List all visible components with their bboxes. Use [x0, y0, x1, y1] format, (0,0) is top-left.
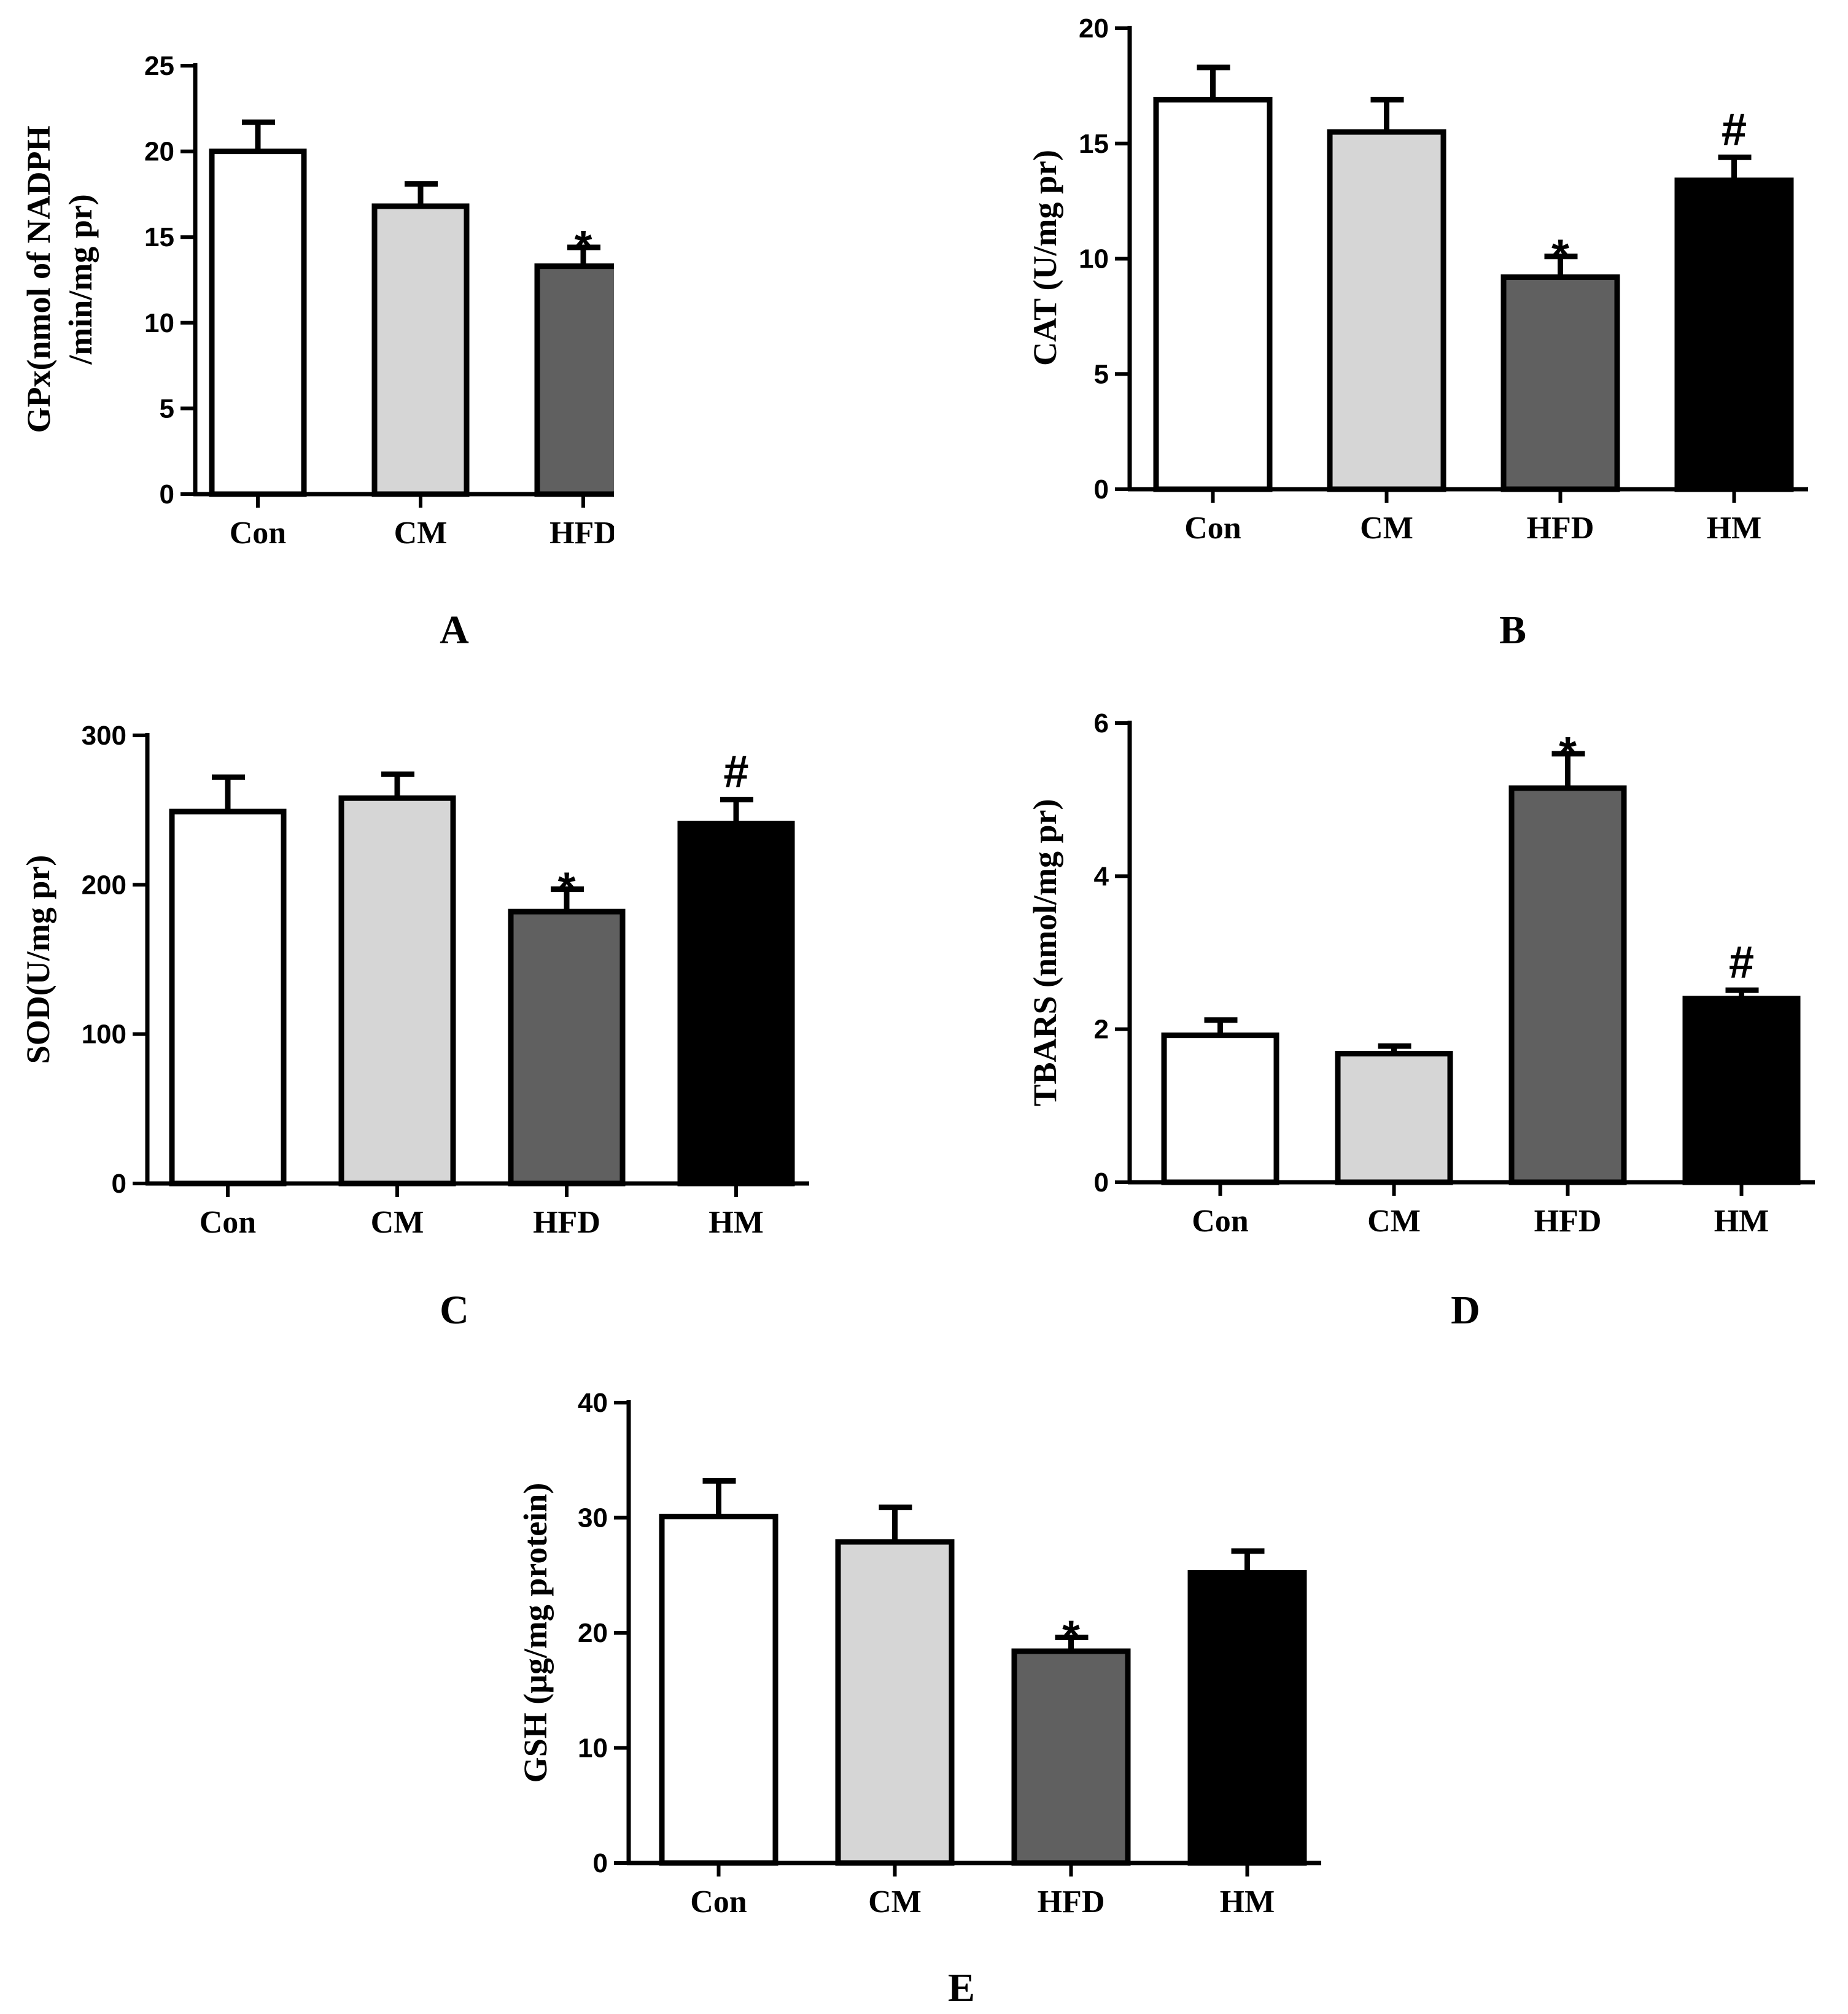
- x-tick-label-con: Con: [1184, 511, 1241, 546]
- x-tick-label-cm: CM: [868, 1884, 922, 1919]
- bar-hfd: [1508, 785, 1627, 1185]
- bar-hm: [1682, 996, 1801, 1185]
- y-tick-label-20: 20: [144, 137, 174, 167]
- y-tick-label-0: 0: [1094, 474, 1109, 505]
- bar-hfd: [508, 908, 626, 1187]
- x-tick-label-hm: HM: [709, 1205, 764, 1240]
- x-tick-label-cm: CM: [394, 516, 448, 551]
- y-axis-label-line-1: CAT (U/mg pr): [1027, 150, 1063, 366]
- x-tick-label-con: Con: [1192, 1204, 1249, 1239]
- y-axis-label-line-1: GPx(nmol of NADPH: [20, 126, 57, 433]
- y-tick-label-5: 5: [160, 393, 174, 424]
- bar-con: [1161, 1032, 1279, 1185]
- significance-marker-hfd: *: [575, 221, 592, 272]
- y-axis-label-line-1: SOD(U/mg pr): [20, 855, 56, 1064]
- significance-marker-hm: #: [723, 746, 748, 797]
- y-tick-label-10: 10: [1079, 244, 1109, 274]
- x-tick-label-con: Con: [690, 1884, 747, 1919]
- x-tick-label-cm: CM: [1367, 1204, 1421, 1239]
- y-tick-label-30: 30: [578, 1503, 608, 1533]
- y-tick-label-200: 200: [82, 870, 126, 900]
- bar-con: [169, 808, 287, 1187]
- bar-hm: [1187, 1570, 1307, 1866]
- y-axis-label-line-1: TBARS (nmol/mg pr): [1027, 799, 1063, 1106]
- y-tick-label-2: 2: [1094, 1015, 1109, 1045]
- bar-con: [1153, 96, 1273, 492]
- bar-hm: [1674, 177, 1794, 492]
- panel-c-sod-chart: Con CM * HFD # HM 0 100 200 300 SOD(U/mg pr) C: [20, 721, 809, 1333]
- y-tick-label-15: 15: [144, 222, 174, 252]
- panel-letter: C: [440, 1288, 469, 1333]
- panel-b-cat-chart: Con CM * HFD # HM 0 5 10 15 20 CAT (U/mg pr) B: [1027, 14, 1808, 653]
- y-tick-label-15: 15: [1079, 129, 1109, 159]
- y-tick-label-10: 10: [144, 308, 174, 338]
- bar-cm: [1335, 1051, 1453, 1185]
- y-tick-label-25: 25: [144, 51, 174, 81]
- y-tick-label-10: 10: [578, 1733, 608, 1764]
- panel-e-gsh-chart: Con CM * HFD HM 0 10 20 30 40 GSH (μg/mg protein) E: [517, 1388, 1321, 2010]
- x-tick-label-con: Con: [230, 516, 287, 551]
- significance-marker-hfd: *: [1062, 1611, 1080, 1662]
- significance-marker-hfd: *: [1559, 727, 1577, 778]
- panel-letter: B: [1499, 608, 1526, 653]
- y-tick-label-100: 100: [82, 1020, 126, 1050]
- x-tick-label-cm: CM: [371, 1205, 424, 1240]
- bar-cm: [338, 795, 456, 1187]
- panel-letter: A: [440, 608, 469, 653]
- y-tick-label-6: 6: [1094, 708, 1109, 738]
- x-tick-label-hfd: HFD: [549, 516, 614, 551]
- x-tick-label-hm: HM: [1707, 511, 1762, 546]
- bar-hfd: [534, 263, 614, 497]
- y-tick-label-20: 20: [1079, 14, 1109, 44]
- bar-cm: [1327, 129, 1446, 492]
- y-axis-label-line-2: /min/mg pr): [62, 194, 99, 365]
- bar-hfd: [1011, 1648, 1131, 1866]
- panel-d-tbars-chart: Con CM * HFD # HM 0 2 4 6 TBARS (nmol/mg pr) D: [1027, 708, 1815, 1333]
- significance-marker-hm: #: [1729, 937, 1754, 988]
- x-tick-label-hfd: HFD: [1534, 1204, 1602, 1239]
- y-tick-label-40: 40: [578, 1388, 608, 1418]
- y-tick-label-0: 0: [160, 479, 174, 509]
- y-tick-label-4: 4: [1094, 861, 1109, 891]
- y-tick-label-0: 0: [112, 1169, 126, 1199]
- x-tick-label-hm: HM: [1714, 1204, 1769, 1239]
- significance-marker-hfd: *: [558, 863, 576, 914]
- bar-con: [209, 149, 307, 497]
- bar-hfd: [1501, 274, 1620, 492]
- bar-cm: [371, 203, 470, 497]
- x-tick-label-con: Con: [200, 1205, 257, 1240]
- significance-marker-hfd: *: [1551, 230, 1569, 281]
- significance-marker-hm: #: [1722, 104, 1747, 155]
- y-tick-label-0: 0: [593, 1848, 608, 1878]
- y-tick-label-300: 300: [82, 721, 126, 751]
- y-axis-label-line-1: GSH (μg/mg protein): [517, 1483, 554, 1783]
- panel-letter: D: [1451, 1288, 1480, 1333]
- bar-hm: [677, 821, 795, 1187]
- panel-letter: E: [948, 1966, 975, 2010]
- x-tick-label-cm: CM: [1360, 511, 1413, 546]
- x-tick-label-hfd: HFD: [1527, 511, 1594, 546]
- y-tick-label-20: 20: [578, 1618, 608, 1648]
- bar-cm: [835, 1539, 955, 1866]
- x-tick-label-hfd: HFD: [1038, 1884, 1105, 1919]
- x-tick-label-hfd: HFD: [533, 1205, 600, 1240]
- y-tick-label-5: 5: [1094, 359, 1109, 389]
- y-tick-label-0: 0: [1094, 1168, 1109, 1198]
- x-tick-label-hm: HM: [1220, 1884, 1275, 1919]
- bar-con: [659, 1514, 778, 1866]
